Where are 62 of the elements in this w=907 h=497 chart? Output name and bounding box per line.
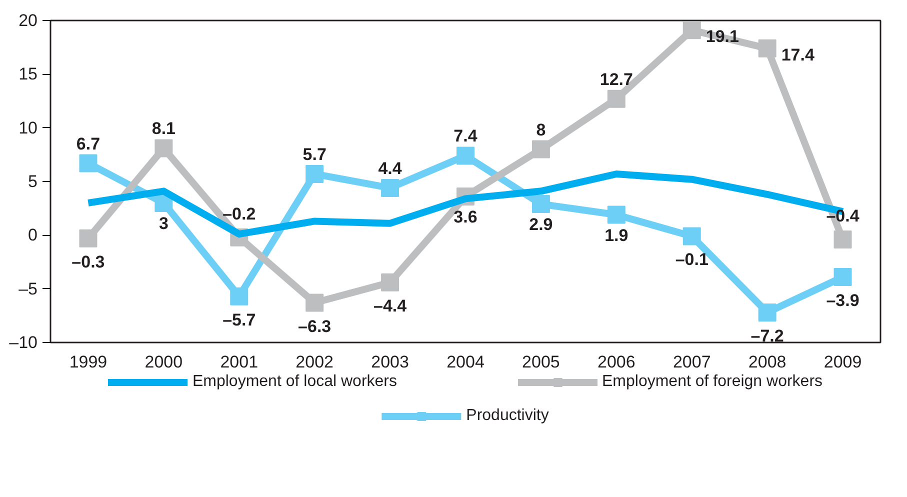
point xyxy=(532,140,550,158)
point xyxy=(306,164,324,183)
y-tick-label: 20 xyxy=(18,11,38,30)
point xyxy=(381,178,400,197)
point xyxy=(834,230,852,248)
data-label: 1.9 xyxy=(604,226,628,245)
x-tick-label: 2001 xyxy=(220,352,258,372)
data-label: –3.9 xyxy=(826,291,860,310)
x-tick-label: 2008 xyxy=(748,352,786,372)
point xyxy=(682,227,701,246)
data-label: 3.6 xyxy=(454,208,478,227)
point xyxy=(230,287,248,306)
point xyxy=(682,21,701,40)
x-tick-label: 2003 xyxy=(371,352,409,372)
point xyxy=(79,229,98,248)
x-tick-label: 2006 xyxy=(598,352,636,372)
y-tick-label: –5 xyxy=(18,279,38,298)
y-tick-label: 15 xyxy=(18,64,38,84)
y-tick-label: 0 xyxy=(28,226,38,245)
data-label: –4.4 xyxy=(374,296,408,316)
point xyxy=(456,146,474,165)
legend-label: Employment of local workers xyxy=(192,373,397,391)
point xyxy=(758,39,776,58)
point xyxy=(758,303,776,322)
legend-label: Productivity xyxy=(466,407,549,425)
x-tick-label: 2004 xyxy=(446,352,484,372)
x-tick-label: 2000 xyxy=(144,352,183,372)
legend-label: Employment of foreign workers xyxy=(602,373,823,391)
data-label: 8.1 xyxy=(152,119,176,138)
y-tick-label: 5 xyxy=(28,172,38,191)
point xyxy=(532,195,550,214)
x-tick-label: 2005 xyxy=(522,352,560,372)
point xyxy=(607,90,626,108)
point xyxy=(154,139,173,158)
data-label: –0.3 xyxy=(72,252,105,272)
data-label: 8 xyxy=(536,120,546,140)
point xyxy=(79,154,98,172)
data-label: 12.7 xyxy=(600,70,633,89)
point xyxy=(607,206,626,224)
point xyxy=(834,268,852,286)
point xyxy=(306,294,324,312)
data-label: –5.7 xyxy=(222,310,256,330)
y-tick-label: 10 xyxy=(18,118,38,138)
x-tick-label: 2007 xyxy=(672,352,711,372)
data-label: 7.4 xyxy=(454,126,478,146)
data-label: 6.7 xyxy=(76,134,100,154)
data-label: 5.7 xyxy=(302,144,326,164)
y-tick-label: –10 xyxy=(9,333,38,352)
data-label: 3 xyxy=(158,214,168,233)
data-label: –0.1 xyxy=(675,250,708,270)
x-tick-label: 2002 xyxy=(296,352,334,372)
data-label: –6.3 xyxy=(298,316,332,336)
x-tick-label: 1999 xyxy=(69,352,108,372)
data-label: 2.9 xyxy=(529,215,553,234)
data-label: 19.1 xyxy=(706,27,739,46)
x-tick-label: 2009 xyxy=(824,352,862,372)
data-label: –0.2 xyxy=(222,204,256,224)
data-label: –0.4 xyxy=(826,206,860,226)
data-label: –7.2 xyxy=(750,326,784,346)
data-label: 17.4 xyxy=(781,45,815,64)
point xyxy=(381,273,400,292)
data-label: 4.4 xyxy=(378,158,402,178)
